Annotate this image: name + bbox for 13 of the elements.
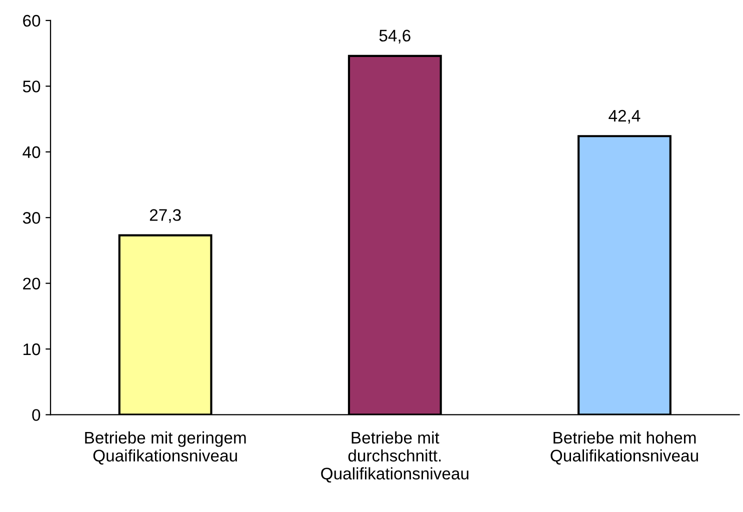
y-tick-label: 0 (32, 409, 40, 421)
y-tick-label: 40 (22, 146, 40, 158)
y-tick-label: 20 (23, 278, 40, 290)
y-tick-label: 10 (24, 343, 40, 356)
x-tick-label: Betriebe mit durchschnitt. Qualifikationsniveau (321, 431, 468, 483)
data-label: 27,3 (150, 209, 181, 223)
y-tick-label: 30 (22, 212, 40, 224)
x-tick-label: Betriebe mit geringem Quaifikationsniveau (85, 431, 246, 465)
x-tick-label: Betriebe mit hohem Qualifikationsniveau (550, 431, 698, 465)
y-tick-label: 60 (23, 14, 40, 27)
data-label: 54,6 (379, 30, 410, 44)
y-tick-label: 50 (22, 80, 40, 92)
data-label: 42,4 (608, 110, 640, 124)
